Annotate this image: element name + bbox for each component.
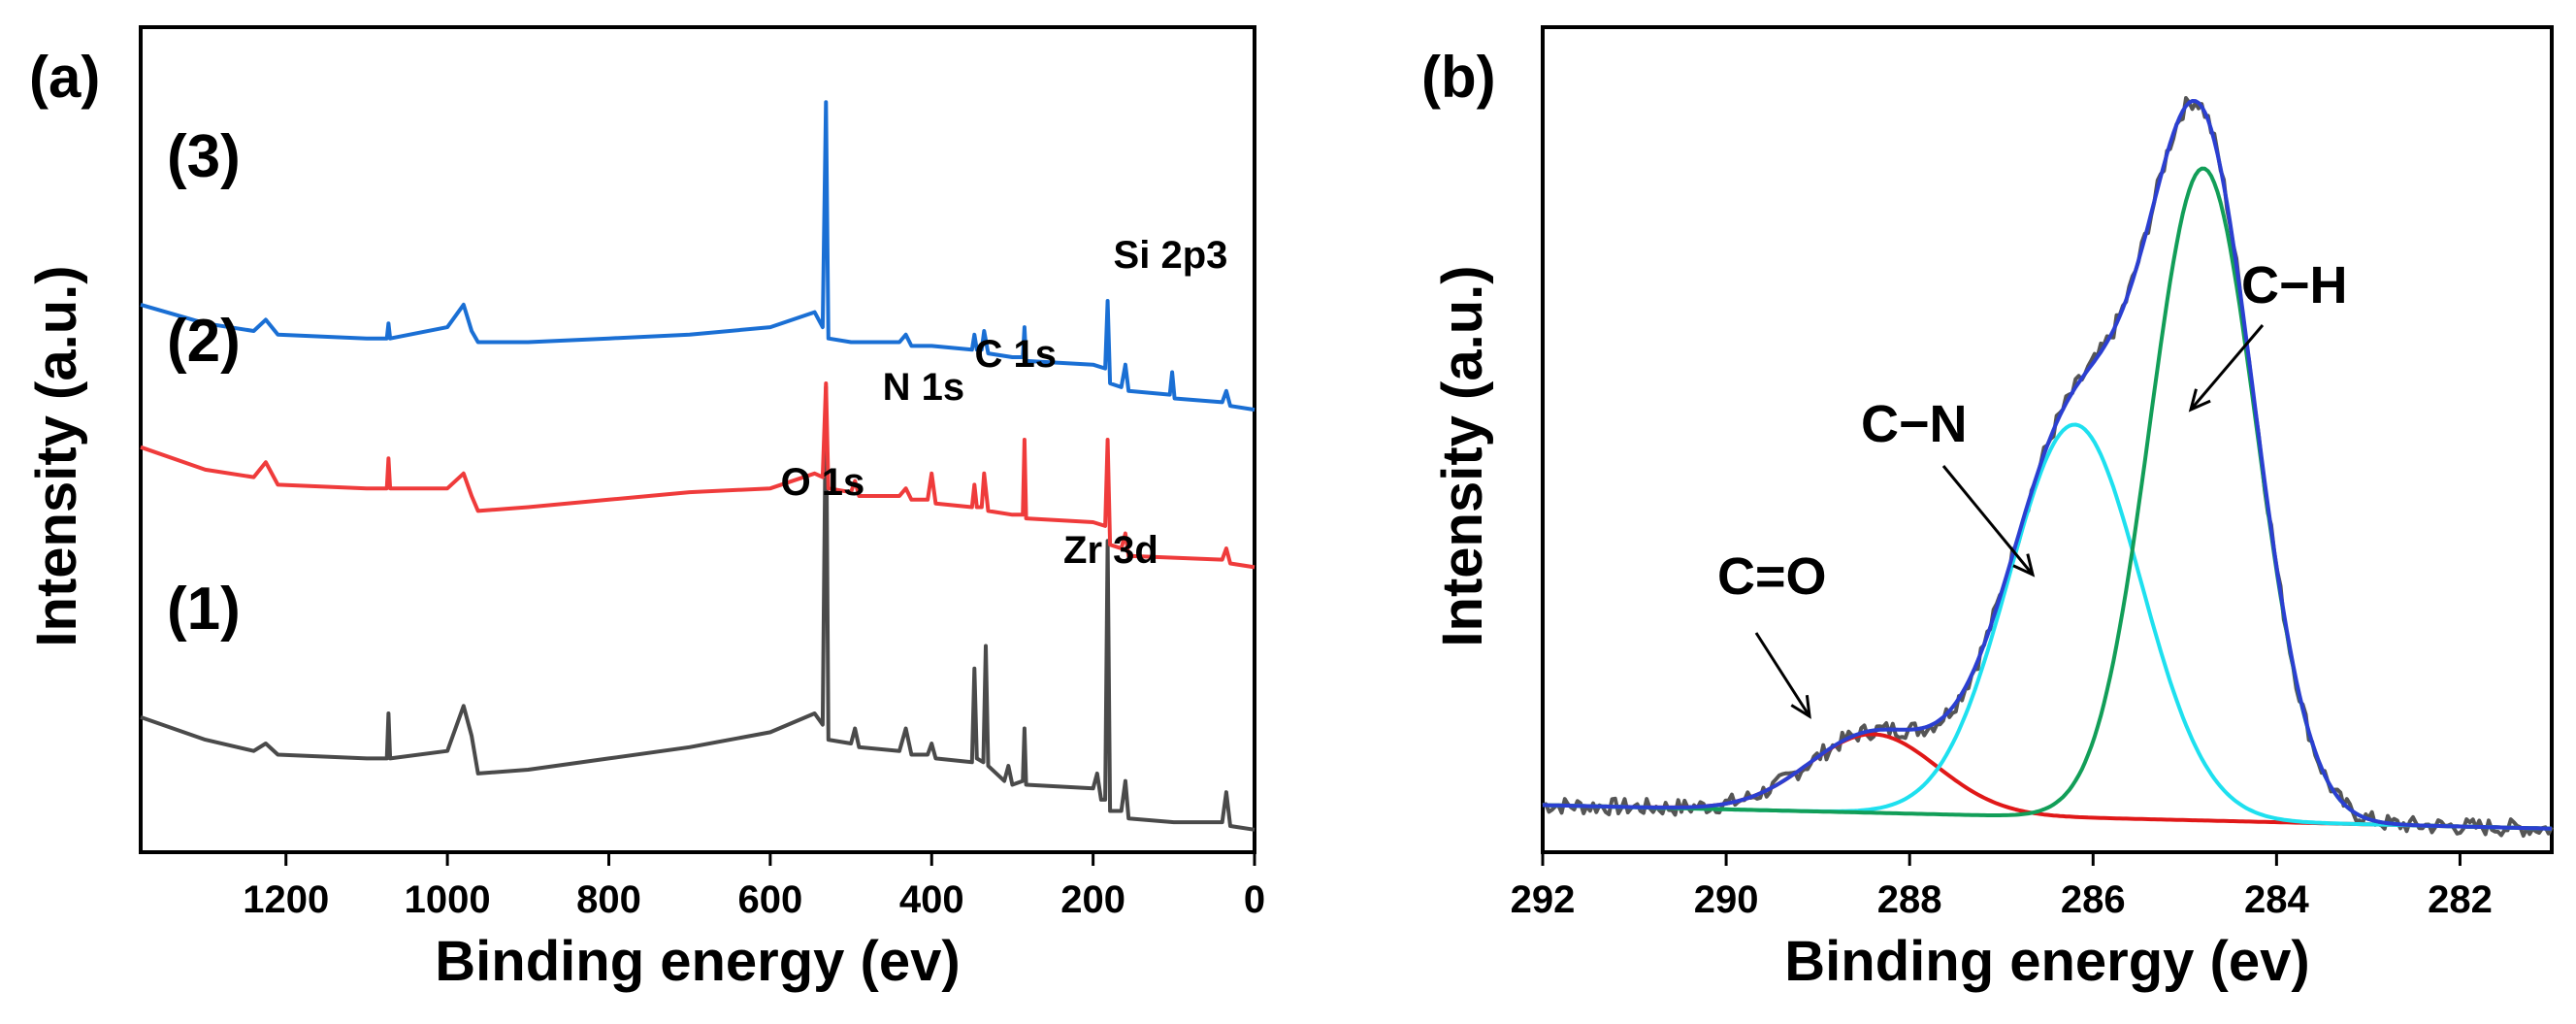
spectrum-line-1 (140, 384, 1255, 832)
panel-b-x-axis-title: Binding energy (ev) (1784, 930, 2309, 993)
arrow-head (1790, 695, 1811, 719)
annotation-arrow (2189, 324, 2265, 411)
peak-annotation: Si 2p3 (1114, 234, 1228, 277)
x-tick-label: 1200 (243, 878, 329, 921)
x-tick-label: 284 (2244, 878, 2309, 921)
x-tick-label: 200 (1060, 878, 1125, 921)
peak-annotation: Zr 3d (1063, 529, 1158, 572)
component-label: C−N (1861, 395, 1968, 453)
panel-a-series (140, 100, 1255, 832)
annotation-arrow (1754, 632, 1811, 717)
panel-b-y-axis-title: Intensity (a.u.) (1431, 265, 1494, 646)
peak-annotation: C 1s (975, 333, 1058, 376)
panel-b-series (1542, 96, 2554, 838)
x-tick-label: 600 (737, 878, 802, 921)
panel-b-axes-frame (1541, 25, 2554, 854)
x-tick-label: 1000 (405, 878, 491, 921)
fit-component-ch (1542, 166, 2553, 831)
panel-a-y-axis-title: Intensity (a.u.) (25, 265, 88, 646)
panel-b: (b) 292 290 288 286 284 282 C=O C−N C−H Binding… (1421, 25, 2554, 993)
peak-annotation: O 1s (781, 461, 865, 504)
component-label: C−H (2241, 256, 2348, 314)
panel-a-label: (a) (29, 45, 100, 110)
x-tick-label: 292 (1511, 878, 1576, 921)
panel-b-annotations: C=O C−N C−H (1717, 256, 2348, 719)
sample-label-2: (2) (167, 308, 241, 375)
panel-b-label: (b) (1421, 45, 1496, 110)
panel-a-x-axis-title: Binding energy (ev) (435, 930, 960, 993)
raw-spectrum-line (1542, 96, 2554, 838)
panel-a-x-ticks: 1200 1000 800 600 400 200 0 (243, 852, 1265, 921)
x-tick-label: 400 (899, 878, 964, 921)
x-tick-label: 288 (1877, 878, 1942, 921)
fit-envelope-line (1542, 99, 2553, 831)
panel-b-x-ticks: 292 290 288 286 284 282 (1511, 852, 2493, 921)
panel-a-annotations: O 1s N 1sC 1s Zr 3d Si 2p3 (781, 234, 1228, 572)
peak-annotation: N 1s (883, 366, 965, 409)
x-tick-label: 282 (2428, 878, 2493, 921)
x-tick-label: 0 (1244, 878, 1265, 921)
spectrum-line-3 (140, 100, 1255, 413)
arrow-head (2188, 388, 2211, 413)
panel-a-axes-frame (139, 25, 1256, 854)
x-tick-label: 800 (576, 878, 641, 921)
component-label: C=O (1717, 547, 1827, 606)
x-tick-label: 286 (2061, 878, 2126, 921)
sample-label-1: (1) (167, 576, 241, 643)
fit-component-co (1542, 732, 2553, 831)
sample-label-3: (3) (167, 123, 241, 190)
x-tick-label: 290 (1694, 878, 1759, 921)
panel-a: (a) 1200 1000 800 600 400 200 0 O 1s N 1sC 1s Zr… (25, 25, 1265, 993)
arrow-head (2012, 553, 2036, 578)
annotation-arrow (1941, 465, 2035, 576)
fit-component-cn (1542, 422, 2553, 831)
spectrum-line-2 (140, 381, 1255, 570)
